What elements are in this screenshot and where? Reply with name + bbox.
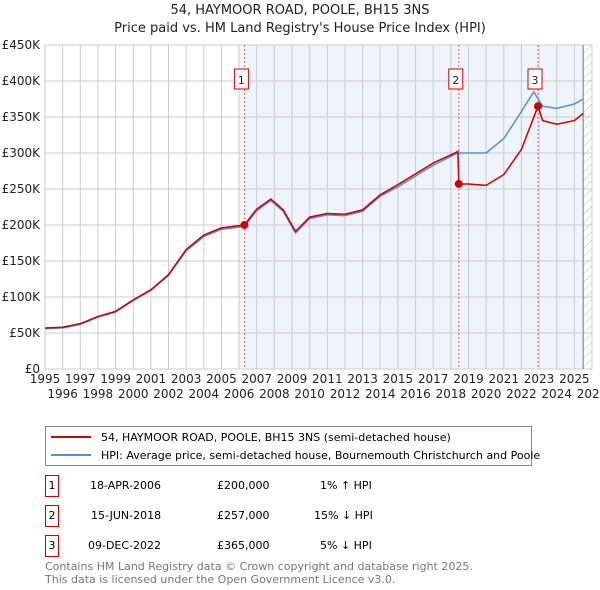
x-tick-label: 2021	[489, 372, 520, 386]
sale-date: 09-DEC-2022	[88, 539, 162, 552]
x-tick-label: 2000	[118, 387, 149, 401]
x-tick-label: 2010	[294, 387, 325, 401]
x-tick-label: 2003	[171, 372, 202, 386]
sale-point	[454, 179, 463, 188]
legend-swatch-red	[51, 436, 91, 438]
y-tick-label: £50K	[9, 326, 41, 340]
footer-line: Contains HM Land Registry data © Crown c…	[45, 560, 473, 573]
sale-label: 3	[532, 74, 539, 87]
x-tick-label: 2018	[436, 387, 467, 401]
sale-marker: 1	[45, 475, 59, 497]
x-tick-label: 2015	[383, 372, 414, 386]
x-tick-label: 2013	[347, 372, 378, 386]
x-tick-label: 2004	[189, 387, 220, 401]
legend-label-property: 54, HAYMOOR ROAD, POOLE, BH15 3NS (semi-…	[101, 430, 451, 444]
x-tick-label: 1995	[30, 372, 61, 386]
sale-row: 1 18-APR-2006 £200,000 1% ↑ HPI	[45, 475, 445, 497]
x-tick-label: 2009	[277, 372, 308, 386]
x-tick-label: 2024	[541, 387, 572, 401]
sale-date: 15-JUN-2018	[91, 509, 162, 522]
x-tick-label: 1998	[83, 387, 114, 401]
x-tick-label: 2020	[471, 387, 502, 401]
sale-row: 3 09-DEC-2022 £365,000 5% ↓ HPI	[45, 535, 445, 557]
x-tick-label: 1997	[65, 372, 96, 386]
chart-title: 54, HAYMOOR ROAD, POOLE, BH15 3NS	[170, 3, 430, 18]
y-tick-label: £150K	[2, 254, 42, 268]
y-tick-label: £350K	[2, 110, 42, 124]
x-tick-label: 2014	[365, 387, 396, 401]
x-tick-label: 2006	[224, 387, 255, 401]
sale-point	[240, 221, 249, 229]
sale-label-box	[233, 68, 249, 90]
y-tick-label: £400K	[2, 74, 42, 88]
legend-swatch-blue	[51, 454, 91, 456]
sale-price: £200,000	[217, 479, 270, 492]
chart-subtitle: Price paid vs. HM Land Registry's House …	[114, 21, 486, 36]
x-tick-label: 2005	[206, 372, 237, 386]
sale-label: 1	[238, 74, 245, 87]
y-tick-label: £450K	[2, 38, 42, 52]
sale-label: 2	[452, 74, 459, 87]
x-tick-label: 2007	[241, 372, 272, 386]
shaded-region	[244, 45, 584, 369]
x-tick-label: 2012	[330, 387, 361, 401]
sale-hpi: 1% ↑ HPI	[320, 479, 372, 492]
y-tick-label: £100K	[2, 290, 42, 304]
sale-date: 18-APR-2006	[90, 479, 162, 492]
property-line	[44, 103, 584, 329]
sale-row: 2 15-JUN-2018 £257,000 15% ↓ HPI	[45, 505, 445, 527]
x-tick-label: 2008	[259, 387, 290, 401]
legend: 54, HAYMOOR ROAD, POOLE, BH15 3NS (semi-…	[45, 426, 540, 466]
footer-line: This data is licensed under the Open Gov…	[45, 573, 396, 586]
x-tick-label: 2019	[453, 372, 484, 386]
y-tick-label: £0	[25, 362, 40, 376]
x-tick-label: 2011	[312, 372, 343, 386]
x-tick-label: 2001	[136, 372, 167, 386]
sale-point	[534, 102, 543, 111]
sale-label-box	[448, 68, 464, 90]
y-tick-label: £300K	[2, 146, 42, 160]
price-chart: 1995199619971998199920002001200220032004…	[2, 38, 600, 401]
sale-label-box	[527, 68, 543, 90]
sale-price: £365,000	[217, 539, 270, 552]
x-tick-label: 2025	[559, 372, 590, 386]
y-tick-label: £250K	[2, 182, 42, 196]
sale-hpi: 15% ↓ HPI	[314, 509, 373, 522]
forecast-hatch	[583, 45, 592, 369]
x-tick-label: 2002	[153, 387, 184, 401]
x-tick-label: 2017	[418, 372, 449, 386]
x-tick-label: 2023	[524, 372, 555, 386]
legend-label-hpi: HPI: Average price, semi-detached house,…	[101, 448, 541, 462]
x-tick-label: 2022	[506, 387, 537, 401]
x-tick-label: 1996	[47, 387, 78, 401]
sale-marker: 3	[45, 535, 59, 557]
sale-price: £257,000	[217, 509, 270, 522]
x-tick-label: 1999	[100, 372, 131, 386]
y-tick-label: £200K	[2, 218, 42, 232]
x-tick-label: 2016	[400, 387, 431, 401]
footer: Contains HM Land Registry data © Crown c…	[45, 560, 473, 586]
x-tick-label: 2026	[577, 387, 600, 401]
sale-hpi: 5% ↓ HPI	[320, 539, 372, 552]
sale-marker: 2	[45, 505, 59, 527]
